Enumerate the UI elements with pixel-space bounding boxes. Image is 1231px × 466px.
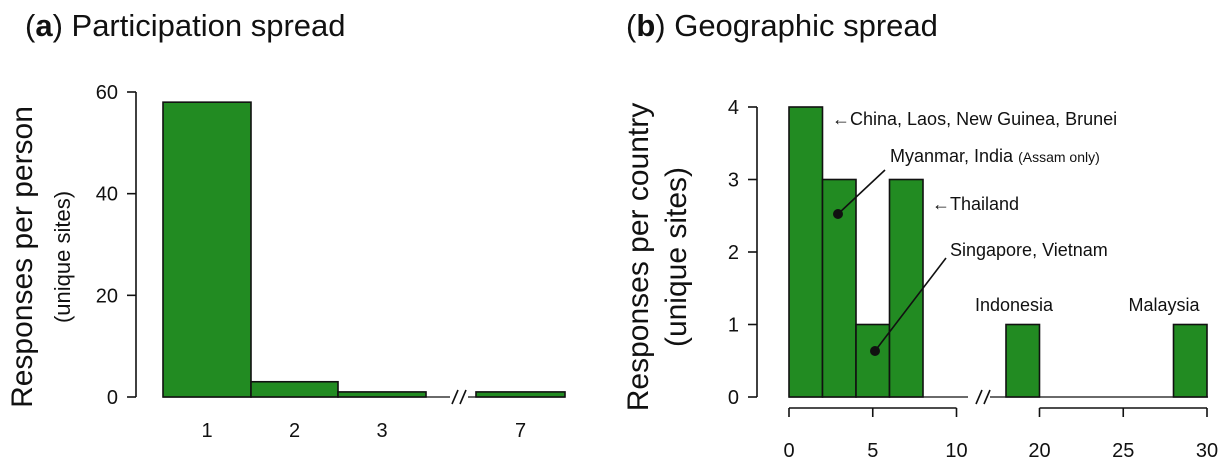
panel-a-bar [250, 380, 339, 398]
panel-b-x-tick-label: 10 [945, 440, 967, 462]
annotation-myanmar-text: Myanmar, India (Assam only) [890, 146, 1100, 166]
annotation-myanmar: Myanmar, India (Assam only) [833, 146, 1100, 219]
panel-b-x-axis: 0 5 10 20 25 30 [783, 407, 1218, 462]
panel-a-letter: a [35, 8, 53, 43]
panel-a-bar [475, 391, 566, 398]
panel-b-y-tick-label: 1 [728, 315, 739, 337]
panel-b-y-tick-label: 3 [728, 170, 739, 192]
panel-a-ylabel: Responses per person [6, 106, 39, 408]
panel-b-y-tick-label: 0 [728, 387, 739, 409]
panel-b-bar [788, 106, 824, 398]
panel-a-axis-break [451, 389, 467, 405]
panel-b-x-tick-label: 25 [1112, 440, 1134, 462]
annotation-thailand: ←Thailand [932, 194, 1019, 214]
panel-b-x-tick-label: 5 [867, 440, 878, 462]
panel-a-x-tick-label: 7 [515, 420, 526, 442]
panel-a-x-tick-label: 3 [376, 420, 387, 442]
panel-a-bar [162, 101, 252, 398]
panel-a: (a) Participation spread Responses per p… [6, 8, 566, 442]
annotation-myanmar-leader [837, 169, 886, 215]
panel-a-title-text: Participation spread [72, 8, 346, 43]
annotation-china-text: ←China, Laos, New Guinea, Brunei [832, 109, 1117, 129]
panel-a-bar [337, 391, 427, 398]
panel-a-y-tick-label: 40 [96, 184, 118, 206]
panel-a-y-tick-label: 60 [96, 82, 118, 104]
annotation-myanmar-note: (Assam only) [1018, 149, 1100, 165]
panel-b-bar [888, 178, 924, 398]
panel-b-ylabel: Responses per country [622, 103, 655, 412]
panel-b-title-text: Geographic spread [674, 8, 938, 43]
panel-a-x-tick-label: 1 [201, 420, 212, 442]
panel-a-y-tick-label: 20 [96, 285, 118, 307]
annotation-china: ←China, Laos, New Guinea, Brunei [832, 109, 1117, 129]
panel-b-y-tick-label: 4 [728, 97, 739, 119]
panel-b-axis-break [975, 389, 991, 405]
panel-b-y-tick-label: 2 [728, 242, 739, 264]
panel-a-ylabel-sub: (unique sites) [50, 191, 75, 323]
panel-b: (b) Geographic spread Responses per coun… [622, 8, 1218, 462]
panel-a-y-tick-label: 0 [107, 387, 118, 409]
annotation-singapore-dot [870, 346, 880, 356]
panel-a-title: (a) Participation spread [25, 8, 346, 43]
annotation-myanmar-dot [833, 209, 843, 219]
panel-b-y-axis: 0 1 2 3 4 [728, 97, 758, 409]
panel-b-bar [855, 323, 891, 398]
panel-b-bar [1005, 323, 1041, 398]
annotation-thailand-text: ←Thailand [932, 194, 1019, 214]
panel-b-x-tick-label: 0 [783, 440, 794, 462]
panel-a-x-tick-labels: 1 2 3 7 [201, 420, 526, 442]
annotation-indonesia: Indonesia [975, 295, 1054, 315]
panel-a-y-axis: 0 20 40 60 [96, 82, 137, 409]
annotation-singapore-text: Singapore, Vietnam [950, 240, 1108, 260]
annotation-china-arrow: ← [832, 109, 850, 129]
panel-b-letter: b [636, 8, 655, 43]
panel-a-bars [162, 101, 566, 398]
annotation-singapore-leader [874, 257, 947, 352]
panel-b-title: (b) Geographic spread [626, 8, 938, 43]
panel-b-x-tick-label: 30 [1196, 440, 1218, 462]
panel-b-x-tick-label: 20 [1028, 440, 1050, 462]
panel-b-bars [788, 106, 1208, 398]
annotation-malaysia: Malaysia [1128, 295, 1200, 315]
annotation-thailand-arrow: ← [932, 194, 950, 214]
annotation-singapore: Singapore, Vietnam [870, 240, 1108, 356]
panel-a-x-tick-label: 2 [289, 420, 300, 442]
panel-b-ylabel-sub: (unique sites) [660, 167, 693, 347]
panel-b-bar [1172, 323, 1208, 398]
